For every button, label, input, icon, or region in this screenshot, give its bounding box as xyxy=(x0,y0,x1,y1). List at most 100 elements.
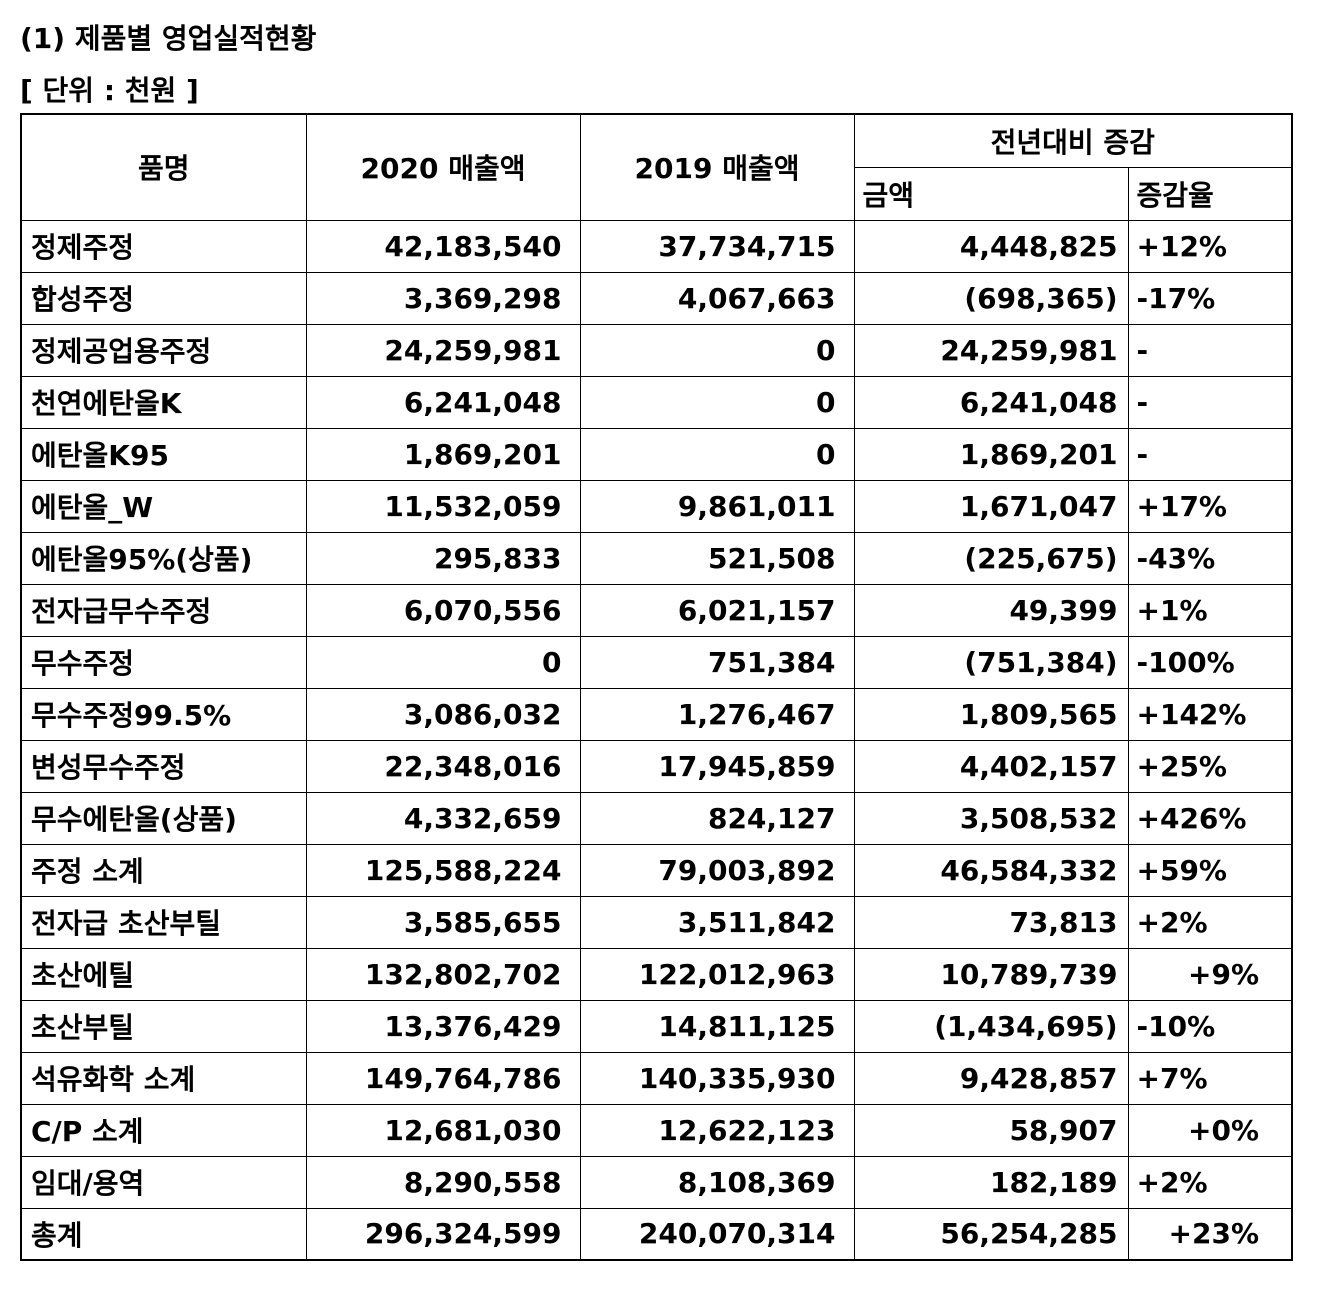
sales-2020-cell: 6,241,048 xyxy=(305,375,581,429)
sales-2020-cell: 8,290,558 xyxy=(305,1155,581,1209)
table-row: 석유화학 소계 149,764,786 140,335,930 9,428,857 +7… xyxy=(20,1051,1293,1105)
product-name-cell: 무수주정 xyxy=(20,635,307,689)
yoy-rate-cell: +12% xyxy=(1127,219,1293,273)
header-product: 품명 xyxy=(20,113,307,221)
header-amount: 금액 xyxy=(853,166,1129,221)
yoy-rate-cell: -17% xyxy=(1127,271,1293,325)
sales-2020-cell: 11,532,059 xyxy=(305,479,581,533)
sales-2019-cell: 6,021,157 xyxy=(579,583,855,637)
sales-2020-cell: 296,324,599 xyxy=(305,1207,581,1261)
yoy-amount-cell: 9,428,857 xyxy=(853,1051,1129,1105)
product-name-cell: 정제공업용주정 xyxy=(20,323,307,377)
unit-label: [ 단위 : 천원 ] xyxy=(20,74,199,107)
yoy-amount-cell: (751,384) xyxy=(853,635,1129,689)
sales-2019-cell: 3,511,842 xyxy=(579,895,855,949)
yoy-amount-cell: 3,508,532 xyxy=(853,791,1129,845)
product-name-cell: 임대/용역 xyxy=(20,1155,307,1209)
sales-2019-cell: 12,622,123 xyxy=(579,1103,855,1157)
yoy-rate-cell: - xyxy=(1127,427,1293,481)
yoy-amount-cell: 46,584,332 xyxy=(853,843,1129,897)
yoy-amount-cell: 1,671,047 xyxy=(853,479,1129,533)
table-row: 에탄올K95 1,869,201 0 1,869,201- xyxy=(20,427,1293,481)
yoy-rate-cell: +25% xyxy=(1127,739,1293,793)
sales-2019-cell: 14,811,125 xyxy=(579,999,855,1053)
sales-2020-cell: 125,588,224 xyxy=(305,843,581,897)
sales-2019-cell: 17,945,859 xyxy=(579,739,855,793)
sales-2019-cell: 751,384 xyxy=(579,635,855,689)
yoy-rate-cell: +23% xyxy=(1127,1207,1293,1261)
product-name-cell: 초산부틸 xyxy=(20,999,307,1053)
yoy-rate-cell: +59% xyxy=(1127,843,1293,897)
product-name-cell: C/P 소계 xyxy=(20,1103,307,1157)
yoy-amount-cell: 10,789,739 xyxy=(853,947,1129,1001)
product-name-cell: 무수에탄올(상품) xyxy=(20,791,307,845)
sales-2019-cell: 0 xyxy=(579,427,855,481)
sales-2019-cell: 824,127 xyxy=(579,791,855,845)
sales-2020-cell: 22,348,016 xyxy=(305,739,581,793)
sales-2020-cell: 24,259,981 xyxy=(305,323,581,377)
yoy-amount-cell: 4,402,157 xyxy=(853,739,1129,793)
yoy-rate-cell: +2% xyxy=(1127,895,1293,949)
yoy-rate-cell: +9% xyxy=(1127,947,1293,1001)
yoy-amount-cell: 73,813 xyxy=(853,895,1129,949)
sales-2019-cell: 8,108,369 xyxy=(579,1155,855,1209)
yoy-rate-cell: +17% xyxy=(1127,479,1293,533)
product-name-cell: 석유화학 소계 xyxy=(20,1051,307,1105)
yoy-rate-cell: +426% xyxy=(1127,791,1293,845)
sales-2019-cell: 122,012,963 xyxy=(579,947,855,1001)
product-name-cell: 전자급무수주정 xyxy=(20,583,307,637)
product-name-cell: 초산에틸 xyxy=(20,947,307,1001)
sales-2020-cell: 42,183,540 xyxy=(305,219,581,273)
yoy-amount-cell: 182,189 xyxy=(853,1155,1129,1209)
product-name-cell: 에탄올95%(상품) xyxy=(20,531,307,585)
product-name-cell: 에탄올_W xyxy=(20,479,307,533)
yoy-rate-cell: +1% xyxy=(1127,583,1293,637)
table-row: 에탄올_W 11,532,059 9,861,011 1,671,047 +17% xyxy=(20,479,1293,533)
yoy-amount-cell: 56,254,285 xyxy=(853,1207,1129,1261)
yoy-amount-cell: 58,907 xyxy=(853,1103,1129,1157)
page-title: (1) 제품별 영업실적현황 xyxy=(20,22,317,55)
yoy-amount-cell: 24,259,981 xyxy=(853,323,1129,377)
yoy-rate-cell: -100% xyxy=(1127,635,1293,689)
sales-2020-cell: 13,376,429 xyxy=(305,999,581,1053)
sales-2019-cell: 1,276,467 xyxy=(579,687,855,741)
product-name-cell: 전자급 초산부틸 xyxy=(20,895,307,949)
product-name-cell: 에탄올K95 xyxy=(20,427,307,481)
yoy-rate-cell: -10% xyxy=(1127,999,1293,1053)
table-row: 전자급무수주정 6,070,556 6,021,157 49,399 +1% xyxy=(20,583,1293,637)
sales-2019-cell: 140,335,930 xyxy=(579,1051,855,1105)
header-rate: 증감율 xyxy=(1127,166,1293,221)
product-name-cell: 무수주정99.5% xyxy=(20,687,307,741)
product-name-cell: 총계 xyxy=(20,1207,307,1261)
header-sales-2019: 2019 매출액 xyxy=(579,113,855,221)
product-name-cell: 변성무수주정 xyxy=(20,739,307,793)
table-row: 주정 소계 125,588,224 79,003,892 46,584,332 +59% xyxy=(20,843,1293,897)
yoy-rate-cell: +2% xyxy=(1127,1155,1293,1209)
table-row: 초산에틸 132,802,702 122,012,963 10,789,739 +9% xyxy=(20,947,1293,1001)
product-name-cell: 합성주정 xyxy=(20,271,307,325)
sales-2019-cell: 0 xyxy=(579,375,855,429)
sales-2019-cell: 0 xyxy=(579,323,855,377)
yoy-rate-cell: +142% xyxy=(1127,687,1293,741)
yoy-amount-cell: 1,809,565 xyxy=(853,687,1129,741)
product-name-cell: 주정 소계 xyxy=(20,843,307,897)
sales-2020-cell: 3,585,655 xyxy=(305,895,581,949)
yoy-amount-cell: 1,869,201 xyxy=(853,427,1129,481)
sales-2020-cell: 6,070,556 xyxy=(305,583,581,637)
table-row: 에탄올95%(상품) 295,833 521,508 (225,675) -43% xyxy=(20,531,1293,585)
table-row: 정제주정 42,183,540 37,734,715 4,448,825 +12% xyxy=(20,219,1293,273)
table-row: 임대/용역 8,290,558 8,108,369 182,189 +2% xyxy=(20,1155,1293,1209)
sales-2020-cell: 1,869,201 xyxy=(305,427,581,481)
sales-2020-cell: 3,086,032 xyxy=(305,687,581,741)
yoy-rate-cell: - xyxy=(1127,375,1293,429)
sales-2019-cell: 521,508 xyxy=(579,531,855,585)
table-row: 정제공업용주정 24,259,981 0 24,259,981- xyxy=(20,323,1293,377)
header-yoy: 전년대비 증감 xyxy=(853,113,1293,168)
yoy-amount-cell: (225,675) xyxy=(853,531,1129,585)
table-row: 무수주정99.5% 3,086,032 1,276,467 1,809,565 +142… xyxy=(20,687,1293,741)
sales-2020-cell: 0 xyxy=(305,635,581,689)
sales-2019-cell: 4,067,663 xyxy=(579,271,855,325)
sales-2019-cell: 79,003,892 xyxy=(579,843,855,897)
sales-2020-cell: 4,332,659 xyxy=(305,791,581,845)
yoy-amount-cell: 49,399 xyxy=(853,583,1129,637)
